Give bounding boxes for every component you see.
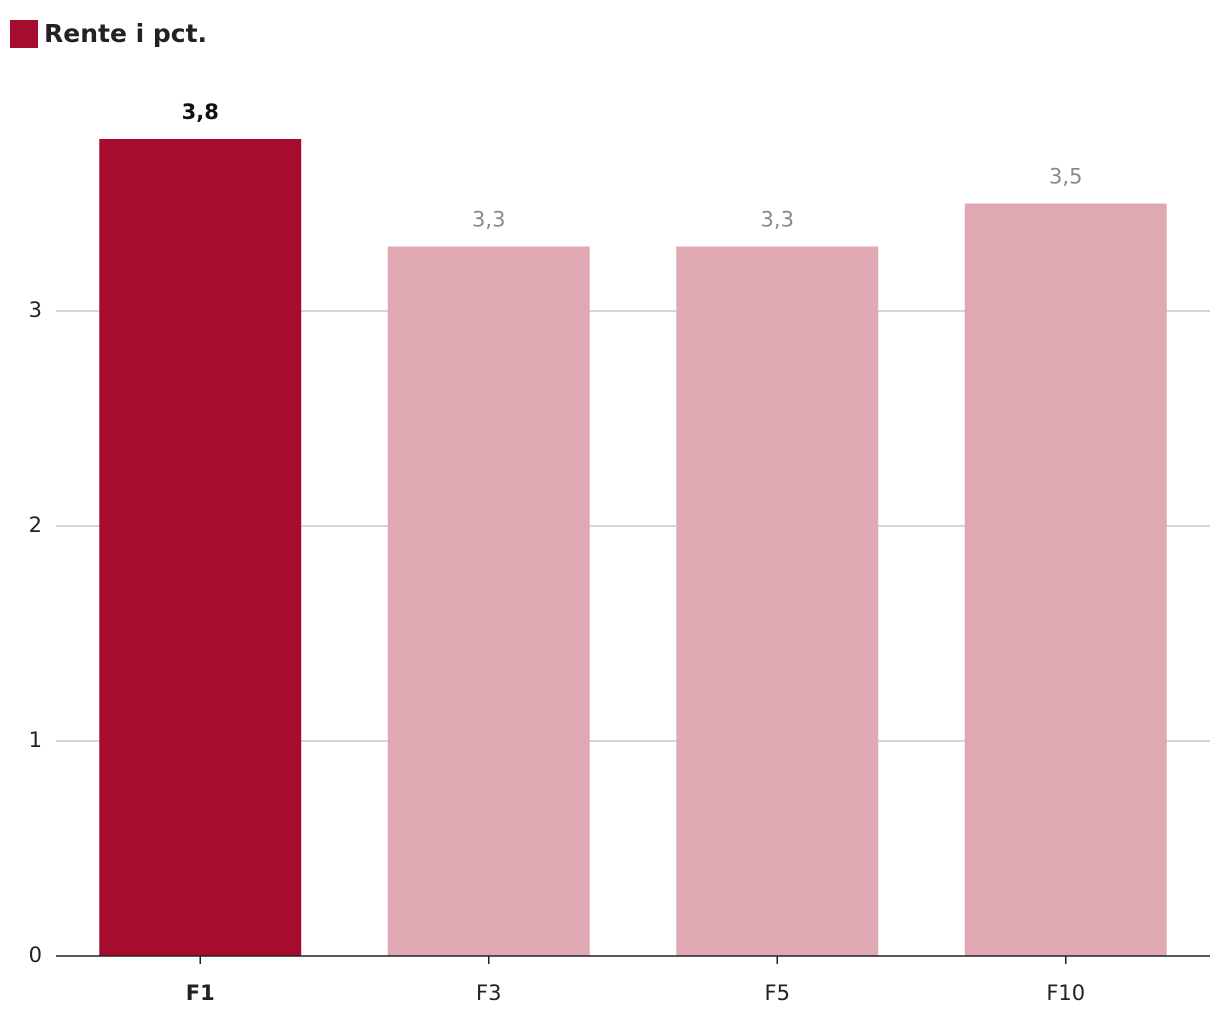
- y-tick-label: 3: [29, 298, 42, 322]
- value-label: 3,5: [1049, 165, 1082, 189]
- value-label: 3,8: [182, 100, 219, 124]
- bar: [99, 139, 302, 956]
- y-tick-label: 0: [29, 943, 42, 967]
- bar: [964, 203, 1167, 956]
- value-label: 3,3: [761, 208, 794, 232]
- x-tick-label: F1: [186, 981, 215, 1005]
- legend-swatch: [10, 20, 38, 48]
- x-tick-label: F10: [1046, 981, 1085, 1005]
- x-tick-label: F5: [765, 981, 790, 1005]
- y-tick-label: 2: [29, 513, 42, 537]
- value-label: 3,3: [472, 208, 505, 232]
- bar: [387, 246, 590, 956]
- legend-label: Rente i pct.: [44, 19, 207, 48]
- x-tick-label: F3: [476, 981, 501, 1005]
- y-tick-label: 1: [29, 728, 42, 752]
- bar: [676, 246, 879, 956]
